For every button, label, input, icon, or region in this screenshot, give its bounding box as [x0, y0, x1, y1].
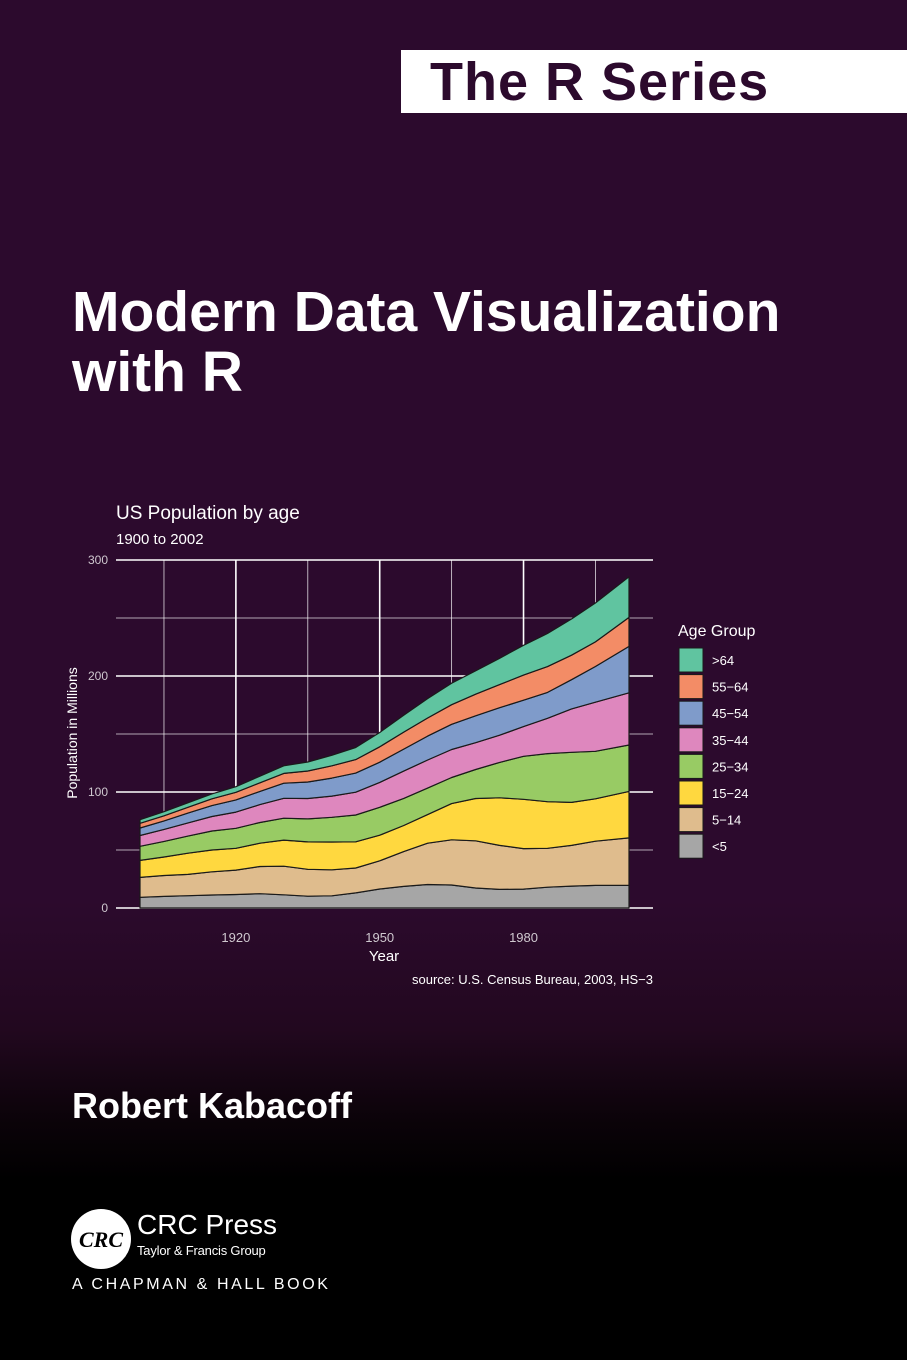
series-banner: The R Series	[401, 50, 907, 113]
crc-logo-text: CRC	[79, 1227, 123, 1252]
y-tick-label: 100	[88, 785, 108, 799]
legend-swatch	[678, 727, 704, 753]
legend-swatch	[678, 700, 704, 726]
x-tick-label: 1920	[221, 930, 250, 945]
legend-label: 45−54	[712, 706, 749, 721]
y-axis-label: Population in Millions	[64, 667, 80, 799]
x-tick-label: 1950	[365, 930, 394, 945]
crc-logo: CRC	[71, 1209, 131, 1269]
area-series-7	[139, 576, 630, 824]
legend-swatch	[678, 807, 704, 833]
publisher-subtitle: Taylor & Francis Group	[137, 1243, 266, 1258]
book-title: Modern Data Visualization with R	[72, 282, 872, 402]
legend-label: 35−44	[712, 733, 749, 748]
publisher-imprint: A CHAPMAN & HALL BOOK	[72, 1276, 331, 1293]
x-axis-label: Year	[369, 948, 399, 965]
legend-swatch	[678, 674, 704, 700]
publisher-name: CRC Press	[137, 1209, 278, 1240]
book-title-line-1: Modern Data Visualization	[72, 280, 781, 344]
chart-areas	[139, 576, 630, 909]
y-axis-ticks: 0 100 200 300	[88, 553, 108, 915]
x-axis-ticks: 1920 1950 1980	[221, 930, 538, 945]
legend-label: 15−24	[712, 786, 749, 801]
chart-subtitle: 1900 to 2002	[116, 531, 204, 548]
legend-swatch	[678, 833, 704, 859]
legend-swatch	[678, 647, 704, 673]
x-tick-label: 1980	[509, 930, 538, 945]
population-chart: US Population by age 1900 to 2002 0 100 20…	[64, 503, 755, 987]
legend-swatch	[678, 780, 704, 806]
y-tick-label: 300	[88, 553, 108, 567]
legend-label: 55−64	[712, 680, 749, 695]
legend-label: 5−14	[712, 813, 741, 828]
y-tick-label: 0	[101, 901, 108, 915]
y-tick-label: 200	[88, 669, 108, 683]
legend-title: Age Group	[678, 623, 755, 640]
legend-label: <5	[712, 839, 727, 854]
legend-label: 25−34	[712, 759, 749, 774]
chart-legend: >64 55−64 45−54 35−44 25−34 15−24 5−14 <5	[678, 647, 749, 859]
legend-label: >64	[712, 653, 734, 668]
legend-swatch	[678, 753, 704, 779]
author-name: Robert Kabacoff	[72, 1085, 353, 1126]
book-title-line-2: with R	[72, 340, 243, 404]
series-label: The R Series	[430, 52, 770, 112]
chart-title: US Population by age	[116, 503, 300, 524]
chart-caption: source: U.S. Census Bureau, 2003, HS−3	[412, 972, 653, 987]
